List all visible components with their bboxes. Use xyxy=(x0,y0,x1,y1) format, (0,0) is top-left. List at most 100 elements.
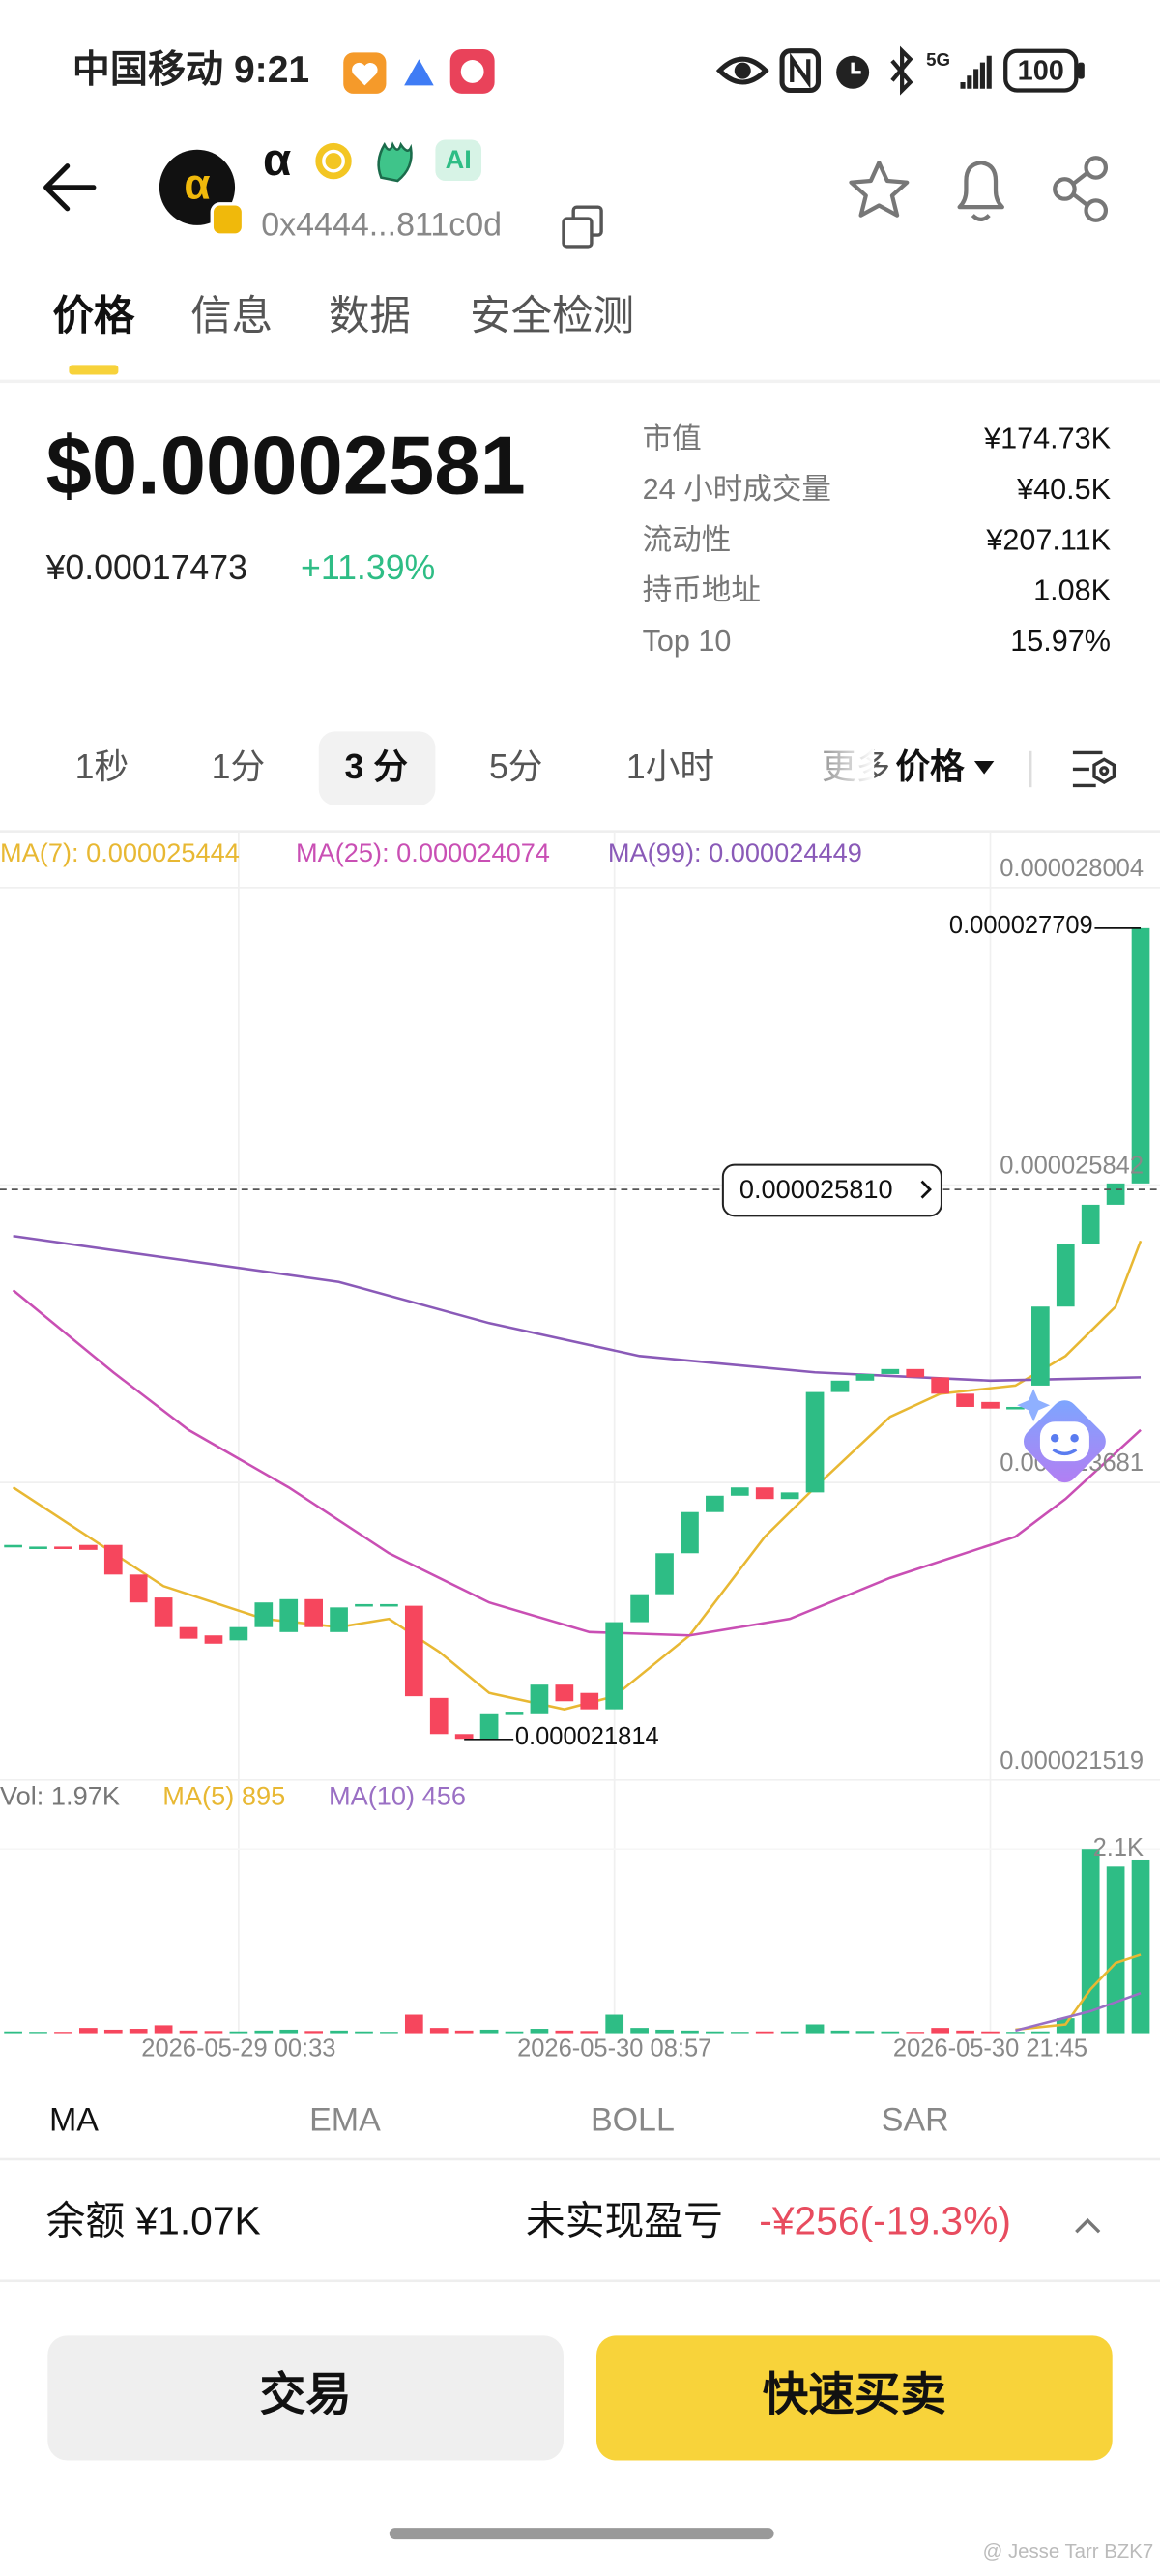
current-price-label[interactable]: 0.000025810 xyxy=(740,1174,893,1204)
interval-tab[interactable]: 1小时 xyxy=(626,747,714,786)
volume-bar xyxy=(956,2030,974,2034)
volume-bar xyxy=(530,2029,549,2034)
quick-trade-button[interactable]: 快速买卖 xyxy=(763,2369,946,2420)
quick-trade-button-bg[interactable] xyxy=(595,2335,1113,2461)
ai-badge: AI xyxy=(446,144,472,174)
interval-selected-bg xyxy=(318,731,436,805)
candle xyxy=(1056,1244,1075,1307)
candle xyxy=(179,1626,198,1639)
chain-badge xyxy=(210,202,246,237)
volume-bar xyxy=(655,2029,674,2034)
volume-bar xyxy=(830,2030,850,2034)
volume-bar xyxy=(730,2032,749,2034)
candle xyxy=(906,1368,925,1378)
app-icon-heart xyxy=(352,62,378,86)
share-button[interactable] xyxy=(1053,156,1109,222)
volume-bar xyxy=(630,2028,649,2034)
candle xyxy=(304,1598,323,1627)
candle xyxy=(605,1622,624,1710)
interval-tab[interactable]: 1分 xyxy=(212,747,266,786)
candle xyxy=(1030,1306,1050,1386)
indicator-tab[interactable]: SAR xyxy=(882,2101,949,2138)
candle xyxy=(380,1603,398,1607)
interval-tab[interactable]: 1秒 xyxy=(75,747,130,786)
eye-icon-pupil xyxy=(734,62,751,79)
indicator-tab[interactable]: MA xyxy=(49,2101,99,2138)
candle xyxy=(454,1734,474,1740)
back-button[interactable] xyxy=(44,163,97,212)
interval-tab[interactable]: 3 分 xyxy=(345,747,409,786)
current-price-box[interactable] xyxy=(721,1163,942,1217)
bluetooth-icon xyxy=(890,45,914,96)
chart-settings-button[interactable] xyxy=(1072,750,1116,788)
indicator-tab[interactable]: EMA xyxy=(309,2101,381,2138)
candle xyxy=(479,1713,499,1740)
volume-legend: Vol: 1.97K xyxy=(0,1781,120,1811)
candle xyxy=(1006,1406,1025,1410)
x-tick-label: 2026-05-30 08:57 xyxy=(517,2034,711,2062)
volume-bar xyxy=(1106,1866,1125,2034)
candle xyxy=(780,1492,799,1500)
trade-button-bg[interactable] xyxy=(47,2335,565,2461)
divider xyxy=(0,830,1160,833)
ma-legend: MA(7): 0.000025444 xyxy=(0,837,240,867)
volume-bar xyxy=(755,2031,774,2034)
battery-level: 100 xyxy=(1018,55,1064,86)
chart-mode[interactable]: 价格 xyxy=(895,747,965,786)
favorite-button[interactable] xyxy=(849,161,910,218)
interval-fade xyxy=(788,736,875,803)
y-tick-label: 0.000028004 xyxy=(1000,855,1144,882)
tab[interactable]: 信息 xyxy=(190,294,273,339)
price-usd: $0.00002581 xyxy=(46,420,526,512)
stat-label: Top 10 xyxy=(643,625,732,658)
expand-button[interactable] xyxy=(1075,2217,1101,2234)
alert-button[interactable] xyxy=(957,161,1004,222)
volume-bar xyxy=(254,2030,274,2034)
ai-badge-bg xyxy=(435,139,482,181)
volume-bar xyxy=(54,2032,72,2034)
candle xyxy=(530,1684,549,1714)
candle xyxy=(279,1598,299,1632)
candle xyxy=(404,1605,423,1697)
volume-bar xyxy=(681,2030,699,2034)
stat-value: 15.97% xyxy=(1010,625,1111,658)
tab[interactable]: 数据 xyxy=(329,294,411,339)
volume-bar xyxy=(355,2031,373,2034)
candle xyxy=(79,1544,98,1550)
candle xyxy=(505,1712,524,1715)
divider xyxy=(0,2157,1160,2161)
y-tick-label: 0.000021519 xyxy=(1000,1747,1144,1774)
volume-ma-line xyxy=(1015,1953,1142,2032)
chart-mode-caret xyxy=(973,760,995,775)
candle xyxy=(129,1574,148,1603)
divider xyxy=(1029,750,1032,788)
stat-label: 持币地址 xyxy=(643,574,761,607)
volume-bar xyxy=(931,2028,950,2034)
battery-icon xyxy=(1003,48,1079,93)
candle xyxy=(4,1544,22,1548)
candle xyxy=(655,1553,674,1595)
interval-tab[interactable]: 5分 xyxy=(489,747,543,786)
nfc-icon-n xyxy=(790,52,811,89)
balance: 余额 ¥1.07K xyxy=(46,2199,261,2243)
indicator-tab[interactable]: BOLL xyxy=(591,2101,675,2138)
y-tick-label: 0.000025842 xyxy=(1000,1153,1144,1180)
tab[interactable]: 价格 xyxy=(52,294,134,339)
volume-bar xyxy=(229,2031,248,2034)
candle xyxy=(630,1594,649,1623)
volume-bar xyxy=(505,2031,524,2034)
pnl-value: -¥256(-19.3%) xyxy=(759,2199,1011,2243)
network-type: 5G xyxy=(926,49,950,70)
price-cny: ¥0.00017473 xyxy=(45,548,247,587)
trade-button[interactable]: 交易 xyxy=(260,2369,352,2420)
volume-bar xyxy=(1030,2031,1050,2034)
tab[interactable]: 安全检测 xyxy=(470,294,634,339)
status-carrier-time: 中国移动 9:21 xyxy=(72,49,309,91)
price-plot xyxy=(4,927,1150,1740)
assistant-button[interactable] xyxy=(1017,1389,1111,1487)
stat-value: ¥207.11K xyxy=(985,523,1111,556)
candle xyxy=(931,1377,950,1394)
copy-button-front xyxy=(562,217,594,249)
volume-bar xyxy=(429,2028,449,2034)
home-indicator xyxy=(389,2528,774,2540)
